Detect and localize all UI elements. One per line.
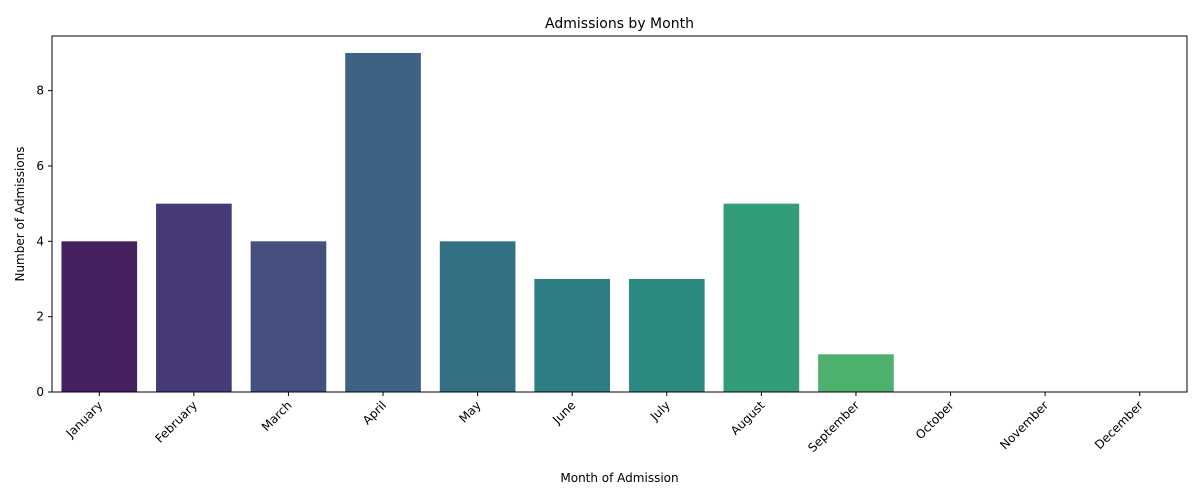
x-tick-label-april: April <box>360 398 389 427</box>
y-tick-label: 4 <box>36 234 44 248</box>
bar-july <box>628 278 705 392</box>
x-tick-label-october: October <box>913 398 957 442</box>
bar-january <box>61 241 138 392</box>
x-tick-label-july: July <box>647 398 673 424</box>
chart-title: Admissions by Month <box>545 16 694 32</box>
bar-august <box>723 203 800 392</box>
x-tick-label-june: June <box>549 398 578 427</box>
bar-march <box>250 241 327 392</box>
y-tick-label: 0 <box>36 385 44 399</box>
bar-june <box>534 278 611 392</box>
bar-april <box>345 52 421 392</box>
x-axis: January February March April May June July Augu… <box>63 392 1146 455</box>
y-tick-label: 8 <box>36 84 44 98</box>
x-tick-label-february: February <box>152 398 200 446</box>
x-tick-label-march: March <box>259 398 295 434</box>
x-tick-label-august: August <box>728 398 768 438</box>
y-tick-label: 2 <box>36 310 44 324</box>
x-tick-label-september: September <box>805 398 862 455</box>
bar-september <box>818 354 894 392</box>
x-axis-label: Month of Admission <box>560 471 678 485</box>
x-tick-label-january: January <box>63 398 106 441</box>
plot-frame <box>51 35 1188 393</box>
x-tick-label-may: May <box>456 398 483 425</box>
y-axis: 0 2 4 6 8 <box>36 84 52 399</box>
x-tick-label-november: November <box>997 398 1051 452</box>
y-axis-label: Number of Admissions <box>13 146 27 281</box>
bars-layer <box>61 52 894 392</box>
x-tick-label-december: December <box>1092 398 1146 452</box>
y-tick-label: 6 <box>36 159 44 173</box>
bar-february <box>156 203 232 392</box>
bar-may <box>439 241 516 392</box>
